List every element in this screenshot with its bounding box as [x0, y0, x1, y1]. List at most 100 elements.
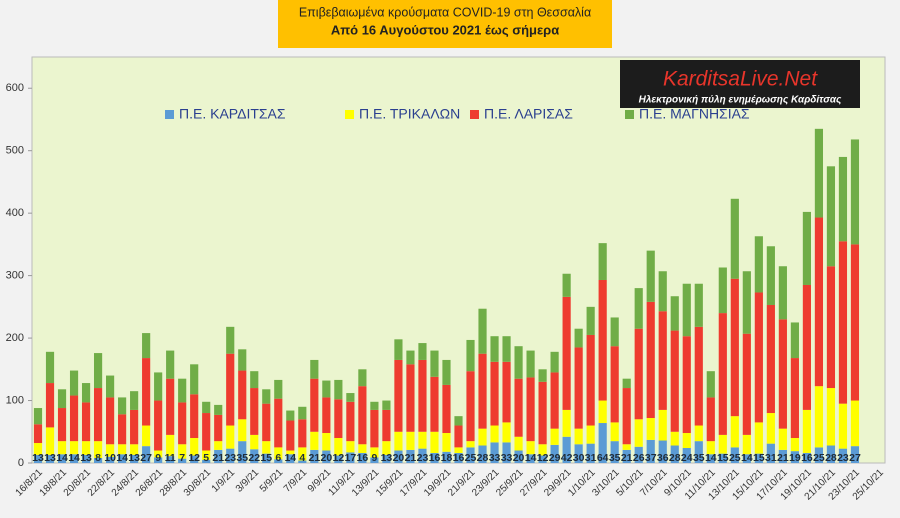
bar-segment	[610, 441, 619, 463]
bar-segment	[538, 455, 547, 463]
data-label: 9	[155, 452, 161, 464]
bar-segment	[370, 401, 379, 410]
bar-segment	[418, 431, 427, 449]
bar-segment	[694, 425, 703, 442]
y-tick-label: 500	[6, 145, 24, 157]
bar-segment	[706, 371, 715, 398]
bar-segment	[298, 447, 307, 461]
bar-segment	[634, 446, 643, 463]
y-tick-label: 100	[6, 394, 24, 406]
legend-swatch	[470, 110, 479, 119]
bar-segment	[778, 428, 787, 450]
bar-segment	[742, 454, 751, 463]
bar-segment	[814, 217, 824, 387]
data-label: 6	[275, 452, 281, 464]
bar-segment	[370, 409, 379, 448]
bar-segment	[286, 410, 295, 421]
data-label: 19	[789, 452, 801, 464]
bar-segment	[754, 453, 763, 463]
bar-segment	[406, 364, 415, 432]
bar-segment	[850, 446, 860, 463]
bar-segment	[598, 423, 607, 463]
bar-segment	[838, 156, 848, 242]
bar-segment	[802, 453, 811, 463]
bar-segment	[502, 361, 511, 423]
bar-segment	[586, 334, 595, 426]
bar-segment	[57, 408, 67, 442]
bar-segment	[178, 378, 187, 403]
bar-segment	[262, 389, 271, 404]
bar-segment	[694, 326, 703, 426]
bar-segment	[706, 454, 715, 463]
bar-segment	[718, 434, 727, 454]
data-label: 30	[573, 452, 585, 464]
bar-segment	[802, 211, 811, 285]
bar-segment	[358, 369, 367, 387]
data-label: 21	[212, 452, 224, 464]
bar-segment	[622, 388, 631, 445]
bar-segment	[430, 350, 439, 377]
bar-segment	[33, 408, 43, 425]
bar-segment	[394, 359, 403, 432]
data-label: 14	[116, 452, 128, 464]
bar-segment	[598, 400, 607, 424]
bar-segment	[190, 394, 199, 439]
bar-segment	[574, 347, 583, 429]
data-label: 35	[236, 452, 248, 464]
bar-segment	[682, 448, 691, 463]
bar-segment	[634, 328, 643, 420]
data-label: 10	[104, 452, 116, 464]
bar-segment	[562, 436, 571, 463]
bar-segment	[646, 418, 655, 440]
bar-segment	[790, 451, 799, 463]
y-tick-label: 400	[6, 207, 24, 219]
data-label: 35	[693, 452, 705, 464]
bar-segment	[334, 399, 343, 439]
bar-segment	[538, 381, 547, 445]
bar-segment	[334, 379, 343, 400]
data-label: 13	[80, 452, 92, 464]
bar-segment	[490, 425, 499, 443]
bar-segment	[93, 353, 103, 389]
data-label: 36	[657, 452, 669, 464]
bar-segment	[418, 343, 427, 360]
bar-segment	[382, 409, 391, 442]
data-label: 23	[224, 452, 236, 464]
bar-segment	[322, 433, 331, 451]
data-label: 28	[669, 452, 681, 464]
bar-segment	[730, 198, 739, 279]
bar-segment	[466, 447, 475, 463]
bar-segment	[81, 441, 91, 455]
bar-segment	[526, 454, 535, 463]
bar-segment	[118, 454, 127, 463]
bar-segment	[382, 400, 391, 410]
bar-segment	[57, 454, 67, 463]
bar-segment	[670, 445, 679, 463]
bar-segment	[106, 456, 115, 463]
bar-segment	[130, 444, 139, 455]
bar-segment	[742, 271, 751, 334]
bar-segment	[718, 267, 727, 314]
bar-segment	[57, 389, 67, 409]
bar-segment	[790, 438, 799, 452]
y-tick-label: 200	[6, 332, 24, 344]
bar-segment	[538, 444, 547, 456]
bar-segment	[298, 460, 307, 463]
bar-segment	[790, 358, 799, 439]
data-label: 20	[321, 452, 333, 464]
bar-segment	[682, 336, 691, 434]
bar-segment	[550, 372, 559, 429]
data-label: 14	[525, 452, 537, 464]
bar-segment	[334, 438, 343, 456]
data-label: 18	[441, 452, 453, 464]
bar-segment	[670, 330, 679, 432]
bar-segment	[202, 450, 211, 460]
bar-segment	[45, 454, 55, 463]
logo-title: KarditsaLive.Net	[663, 68, 818, 91]
data-label: 25	[729, 452, 741, 464]
bar-segment	[646, 301, 655, 419]
bar-segment	[130, 409, 139, 445]
bar-segment	[670, 296, 679, 331]
bar-segment	[838, 241, 848, 404]
bar-segment	[598, 243, 607, 280]
